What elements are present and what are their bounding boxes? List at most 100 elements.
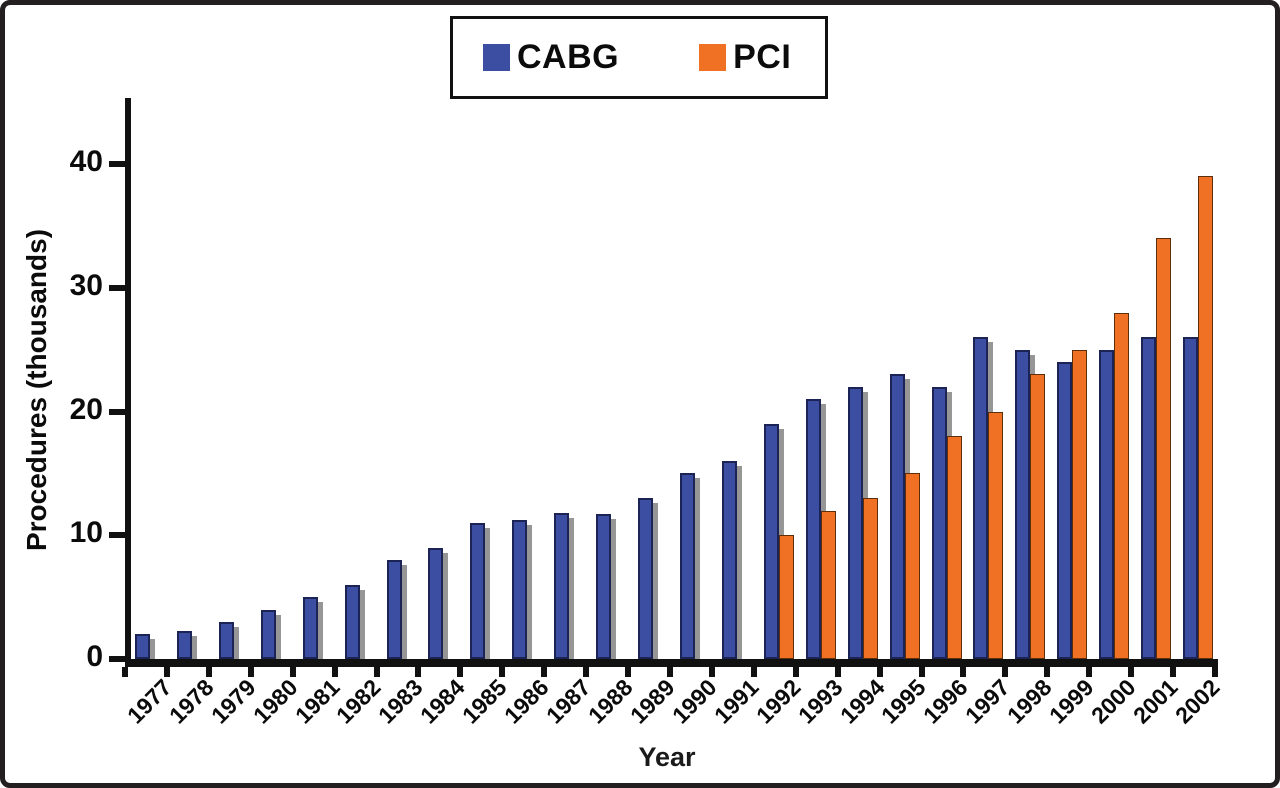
year-label-text: 1982 [331,674,386,729]
cabg-bar [218,621,234,659]
pci-bar [988,411,1004,659]
cabg-bar [1183,337,1199,659]
pci-bar [1114,312,1130,659]
pci-bar [820,510,836,659]
year-label-text: 2002 [1169,674,1225,729]
cabg-bar [721,461,737,659]
y-tick-label: 30 [69,268,103,302]
cabg-bar [135,634,150,659]
year-label-text: 1988 [582,674,638,729]
y-axis-tick [109,284,125,291]
cabg-bar [679,473,695,659]
year-label-text: 1993 [792,674,848,729]
year-label-text: 1996 [918,674,973,729]
x-axis-tick [876,667,883,677]
x-axis-tick [331,667,338,677]
year-label-text: 1984 [415,674,470,729]
y-axis-tick [109,408,125,415]
x-axis-tick [1170,667,1177,677]
year-label-text: 1979 [205,674,261,729]
year-label-text: 2001 [1127,674,1183,729]
legend: CABG PCI [450,16,828,99]
year-label-text: 1978 [163,674,219,729]
cabg-bar [1015,349,1031,659]
y-axis-tick [109,161,125,167]
pci-bar [946,436,962,659]
x-axis-tick [666,667,673,677]
year-label-text: 2000 [1086,674,1141,729]
year-label-text: 1980 [247,674,303,729]
year-label-text: 1986 [499,674,554,729]
cabg-bar [176,630,192,659]
x-axis-tick [247,667,254,677]
cabg-bar [596,514,612,659]
y-axis-tick [109,532,125,539]
year-label-text: 1991 [708,674,764,729]
x-axis-tick [373,667,380,677]
x-axis-tick [834,667,841,677]
x-axis-tick [960,667,967,677]
cabg-bar [344,584,360,659]
cabg-bar [554,512,570,659]
year-label-text: 1997 [960,674,1015,729]
x-axis-tick [457,667,464,677]
pci-bar [862,498,878,659]
y-tick-label: 10 [69,516,103,550]
pci-swatch-icon [699,44,727,71]
cabg-bar [847,386,863,659]
pci-bar [1072,349,1088,659]
pci-bar [1030,374,1046,659]
x-axis-tick [1002,667,1009,677]
x-axis-tick [1211,667,1218,677]
x-axis-tick [499,667,506,677]
year-label-text: 1994 [834,674,890,729]
cabg-bar [973,337,989,659]
year-label-text: 1985 [457,674,512,729]
cabg-bar [931,386,947,659]
x-axis-tick [289,667,296,677]
y-tick-label: 40 [69,145,103,178]
pci-bar [904,473,920,659]
x-axis-tick [750,667,757,677]
cabg-bar [805,399,821,659]
pci-bar [1156,238,1172,659]
cabg-swatch-icon [483,44,510,71]
cabg-bar [386,560,402,659]
year-label-text: 1987 [541,674,596,729]
x-axis-tick [1086,667,1093,677]
cabg-bar [1057,362,1073,659]
year-label-text: 1989 [624,674,680,729]
x-axis-tick [163,667,170,677]
cabg-bar [1141,337,1157,659]
x-axis-tick [625,667,632,677]
year-label-text: 1995 [876,674,931,729]
x-axis-tick [792,667,799,677]
x-axis-tick [541,667,548,677]
x-axis-tick [122,667,128,677]
x-axis-line [125,659,1218,667]
y-axis-tick [109,656,125,662]
cabg-bar [302,597,318,659]
cabg-bar [470,522,486,659]
y-tick-label: 0 [86,640,103,673]
legend-item-pci: PCI [699,38,791,77]
year-label-text: 1992 [750,674,806,729]
cabg-bar [889,374,905,659]
cabg-bar [1099,349,1115,659]
year-label-text: 1981 [289,674,345,729]
year-label-text: 1998 [1002,674,1057,729]
x-axis-tick [205,667,212,677]
year-label-text: 1983 [373,674,428,729]
legend-label-cabg: CABG [517,38,620,76]
cabg-bar [763,423,779,659]
x-axis-tick [1044,667,1051,677]
year-label-text: 1977 [121,674,177,729]
legend-label-pci: PCI [733,38,792,76]
x-axis-tick [708,667,715,677]
x-axis-tick [1128,667,1135,677]
legend-item-cabg: CABG [483,38,619,77]
year-label-text: 1999 [1044,674,1099,729]
cabg-bar [512,520,528,659]
pci-bar [778,535,794,659]
x-axis-tick [918,667,925,677]
